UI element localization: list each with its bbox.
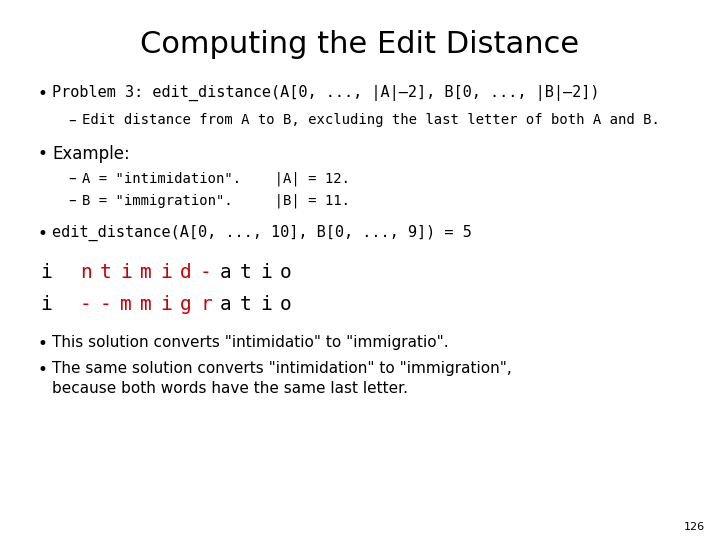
Text: t: t bbox=[240, 263, 252, 282]
Text: •: • bbox=[38, 225, 48, 243]
Text: This solution converts "intimidatio" to "immigratio".: This solution converts "intimidatio" to … bbox=[52, 335, 449, 350]
Text: •: • bbox=[38, 145, 48, 163]
Text: –: – bbox=[68, 171, 76, 186]
Text: B = "immigration".     |B| = 11.: B = "immigration". |B| = 11. bbox=[82, 193, 350, 207]
Text: A = "intimidation".    |A| = 12.: A = "intimidation". |A| = 12. bbox=[82, 171, 350, 186]
Text: i: i bbox=[260, 295, 271, 314]
Text: a: a bbox=[220, 263, 232, 282]
Text: o: o bbox=[280, 295, 292, 314]
Text: n: n bbox=[80, 263, 91, 282]
Text: The same solution converts "intimidation" to "immigration",: The same solution converts "intimidation… bbox=[52, 361, 512, 376]
Text: d: d bbox=[180, 263, 192, 282]
Text: o: o bbox=[280, 263, 292, 282]
Text: r: r bbox=[200, 295, 212, 314]
Text: •: • bbox=[38, 85, 48, 103]
Text: i: i bbox=[260, 263, 271, 282]
Text: m: m bbox=[140, 263, 152, 282]
Text: t: t bbox=[240, 295, 252, 314]
Text: i: i bbox=[120, 263, 132, 282]
Text: because both words have the same last letter.: because both words have the same last le… bbox=[52, 381, 408, 396]
Text: i: i bbox=[40, 263, 52, 282]
Text: •: • bbox=[38, 335, 48, 353]
Text: g: g bbox=[180, 295, 192, 314]
Text: -: - bbox=[100, 295, 112, 314]
Text: i: i bbox=[40, 295, 52, 314]
Text: -: - bbox=[80, 295, 91, 314]
Text: m: m bbox=[120, 295, 132, 314]
Text: i: i bbox=[160, 263, 172, 282]
Text: a: a bbox=[220, 295, 232, 314]
Text: i: i bbox=[160, 295, 172, 314]
Text: 126: 126 bbox=[684, 522, 705, 532]
Text: Example:: Example: bbox=[52, 145, 130, 163]
Text: •: • bbox=[38, 361, 48, 379]
Text: Computing the Edit Distance: Computing the Edit Distance bbox=[140, 30, 580, 59]
Text: -: - bbox=[200, 263, 212, 282]
Text: Problem 3: edit_distance(A[0, ..., |A|–2], B[0, ..., |B|–2]): Problem 3: edit_distance(A[0, ..., |A|–2… bbox=[52, 85, 600, 101]
Text: Edit distance from A to B, excluding the last letter of both A and B.: Edit distance from A to B, excluding the… bbox=[82, 113, 660, 127]
Text: edit_distance(A[0, ..., 10], B[0, ..., 9]) = 5: edit_distance(A[0, ..., 10], B[0, ..., 9… bbox=[52, 225, 472, 241]
Text: –: – bbox=[68, 193, 76, 208]
Text: m: m bbox=[140, 295, 152, 314]
Text: t: t bbox=[100, 263, 112, 282]
Text: –: – bbox=[68, 113, 76, 128]
